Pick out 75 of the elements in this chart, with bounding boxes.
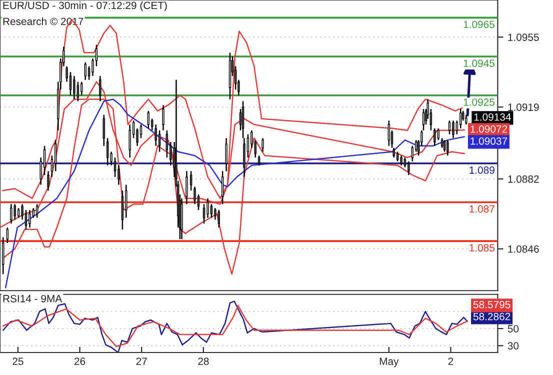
data-label: 58.2862 (473, 312, 510, 320)
x-tick-label: 27 (136, 358, 147, 365)
chart-title: RSI14 - 9MA (3, 294, 62, 302)
candlestick (128, 124, 131, 158)
candlestick (440, 138, 444, 148)
candlestick (194, 186, 196, 205)
candlestick (221, 170, 224, 205)
y-tick-label: 1.0955 (508, 34, 539, 41)
x-tick-label: May (380, 358, 399, 368)
candlestick (388, 120, 390, 147)
candlestick (392, 147, 395, 158)
candlestick (28, 209, 31, 228)
candlestick (10, 204, 12, 224)
candlestick (118, 164, 120, 186)
ref-line-label: 1.087 (470, 205, 494, 213)
ref-line-label: 1.0925 (464, 98, 494, 106)
data-label: 1.09072 (470, 125, 508, 133)
data-label: 58.5795 (473, 300, 510, 308)
candlestick (218, 209, 220, 228)
candlestick (186, 170, 188, 205)
candlestick (99, 75, 102, 102)
candlestick (6, 226, 9, 244)
candlestick (202, 204, 206, 224)
x-tick-label: 28 (198, 358, 209, 366)
candlestick (214, 207, 216, 220)
candlestick (80, 81, 83, 96)
candlestick (73, 75, 76, 100)
candlestick (404, 156, 406, 168)
candlestick (114, 156, 116, 178)
chart-title: EUR/USD - 30min - 07:12:29 (CET) (3, 1, 167, 12)
y-tick-label: 1.0919 (508, 104, 539, 111)
candlestick (54, 139, 57, 172)
ref-line-label: 1.0965 (464, 20, 494, 28)
ref-line-label: 1.0945 (464, 60, 494, 67)
candlestick (396, 151, 399, 162)
data-label: 1.09037 (470, 137, 508, 145)
candlestick (84, 62, 86, 80)
ref-line-label: 1.089 (470, 166, 494, 174)
candlestick (125, 184, 128, 218)
candlestick (400, 154, 402, 166)
candlestick (154, 124, 157, 147)
candlestick (206, 198, 209, 218)
candlestick (121, 190, 124, 230)
candlestick (24, 209, 28, 230)
ref-line-label: 1.085 (470, 244, 494, 252)
candlestick (106, 138, 109, 166)
x-tick-label: 2 (448, 358, 454, 365)
candlestick (465, 114, 468, 126)
candlestick (434, 128, 436, 147)
candlestick (448, 120, 451, 135)
candlestick (190, 170, 192, 192)
candlestick (443, 139, 446, 152)
candlestick (69, 71, 72, 96)
candlestick (140, 124, 142, 139)
x-tick-label: 26 (74, 358, 86, 366)
candlestick (446, 139, 449, 156)
candlestick (408, 160, 410, 176)
candlestick (225, 138, 228, 172)
candlestick (47, 170, 50, 192)
y-tick-label: 30 (508, 342, 519, 350)
candlestick (437, 128, 440, 141)
candlestick (262, 138, 264, 152)
candlestick (102, 114, 106, 147)
candlestick (452, 120, 454, 139)
x-tick-label: 25 (12, 358, 24, 366)
y-tick-label: 1.0846 (508, 245, 539, 253)
candlestick (411, 145, 414, 162)
candlestick (147, 110, 150, 130)
candlestick (17, 207, 20, 218)
candlestick (459, 108, 462, 130)
candlestick (14, 204, 16, 220)
y-tick-label: 50 (508, 325, 519, 332)
y-tick-label: 1.0882 (508, 175, 539, 183)
annotation: 1.09134 (474, 113, 511, 121)
candlestick (258, 154, 260, 166)
